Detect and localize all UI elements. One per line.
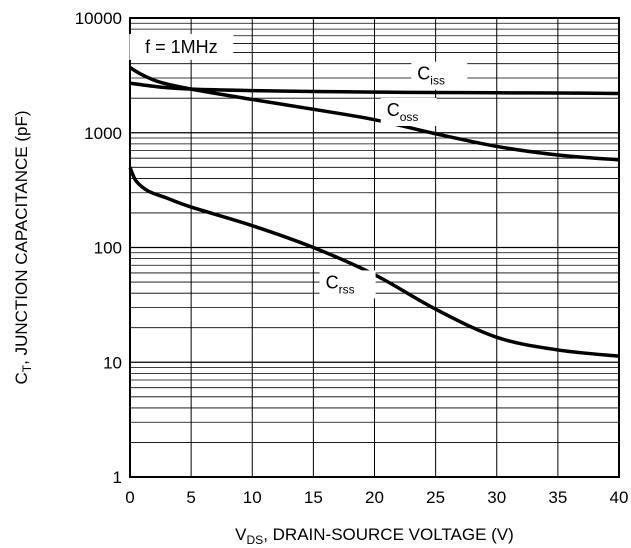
series-line-crss <box>128 166 620 358</box>
series-label-background <box>380 97 437 126</box>
x-tick-label: 15 <box>304 488 323 507</box>
series-line-coss <box>129 66 620 162</box>
x-tick-label: 10 <box>243 488 262 507</box>
curves <box>128 66 620 358</box>
y-tick-label: 10 <box>103 353 122 372</box>
series-label-coss: Coss <box>387 100 419 124</box>
x-axis-label: VDS, DRAIN-SOURCE VOLTAGE (V) <box>235 525 514 547</box>
x-tick-label: 25 <box>426 488 445 507</box>
plot-frame <box>129 17 620 478</box>
series-label-background <box>411 61 468 90</box>
x-tick-labels: 0 5 10 15 20 25 30 35 40 <box>125 488 628 507</box>
y-axis-label: CT, JUNCTION CAPACITANCE (pF) <box>12 110 34 384</box>
x-tick-label: 35 <box>548 488 567 507</box>
y-tick-label: 100 <box>94 239 122 258</box>
y-tick-label: 1 <box>113 468 122 487</box>
frequency-annotation: f = 1MHz <box>145 37 218 57</box>
x-tick-label: 5 <box>186 488 195 507</box>
y-tick-label: 1000 <box>84 124 122 143</box>
series-labels: Ciss Coss Crss <box>319 61 468 299</box>
grid <box>129 17 620 478</box>
series-label-ciss: Ciss <box>417 64 445 88</box>
x-tick-label: 0 <box>125 488 134 507</box>
x-tick-label: 30 <box>487 488 506 507</box>
y-tick-label: 10000 <box>75 9 122 28</box>
series-line-ciss <box>129 81 620 96</box>
x-tick-label: 40 <box>610 488 629 507</box>
series-label-background <box>319 270 376 299</box>
annotation-background <box>129 33 234 60</box>
series-label-crss: Crss <box>326 272 355 296</box>
x-tick-label: 20 <box>365 488 384 507</box>
y-tick-labels: 1 10 100 1000 10000 <box>75 9 122 487</box>
